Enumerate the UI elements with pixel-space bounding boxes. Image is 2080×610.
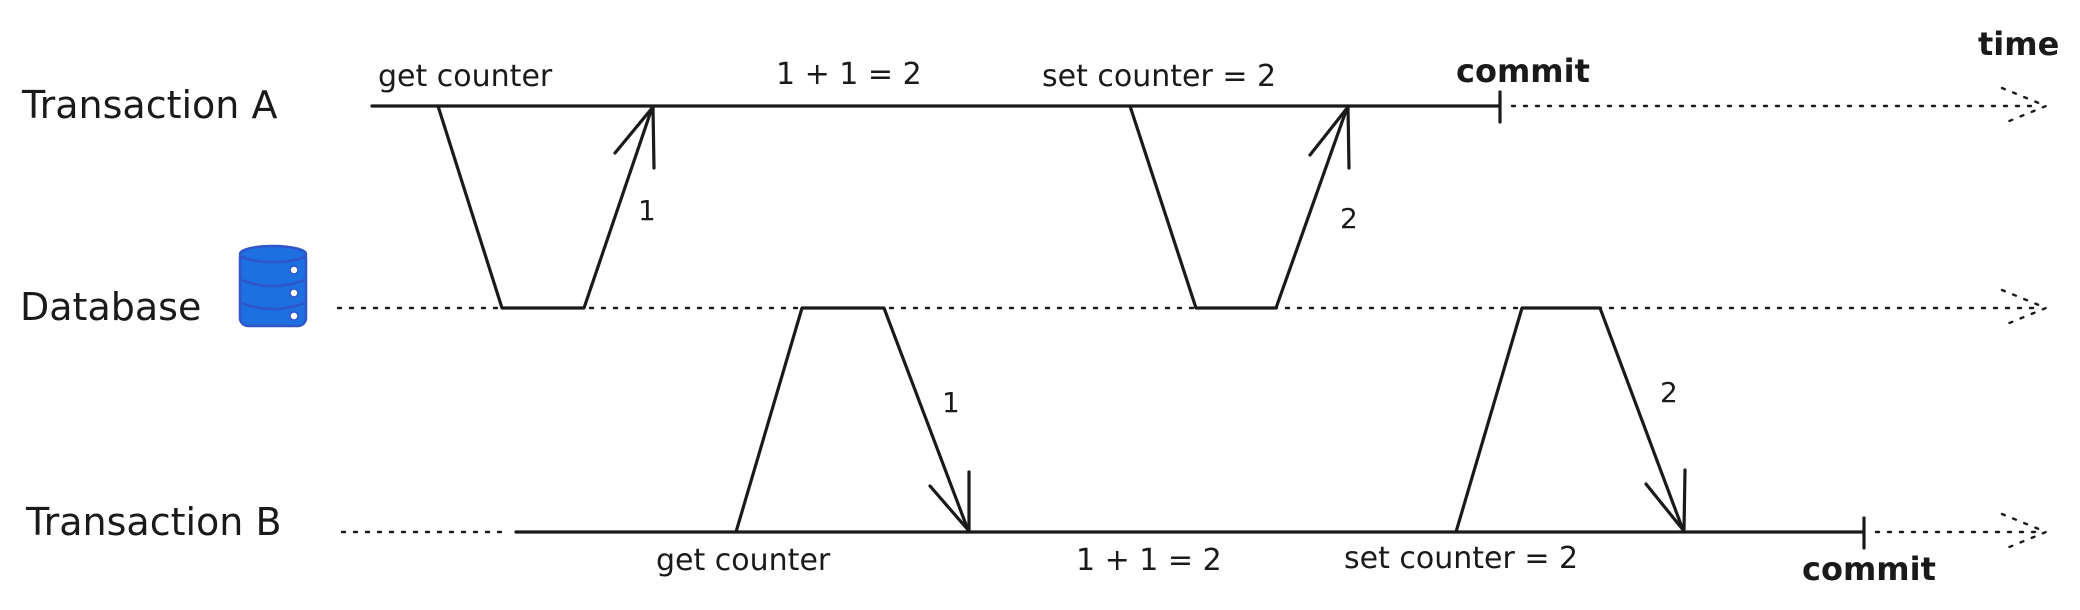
transaction-b-read-arrowhead: [928, 470, 971, 533]
transaction-b-write-trip: 2: [1454, 306, 1687, 534]
transaction-b-write-arrowhead: [1644, 468, 1687, 533]
transaction-b-get-label: get counter: [656, 543, 831, 578]
lane-label-transaction-b: Transaction B: [25, 500, 282, 544]
database-timeline: [336, 288, 2050, 328]
lane-label-database: Database: [20, 285, 201, 329]
transaction-a-write-path: [1128, 104, 1349, 310]
transaction-a-timeline: [370, 86, 2050, 126]
transaction-b-read-trip: 1: [734, 306, 971, 534]
transaction-a-set-label: set counter = 2: [1042, 59, 1276, 94]
transaction-b-commit-label: commit: [1802, 550, 1936, 588]
transaction-a-read-value: 1: [638, 194, 656, 227]
database-time-arrowhead: [2000, 288, 2050, 328]
transaction-b-read-path: [734, 306, 970, 534]
transaction-b-time-arrowhead: [2000, 512, 2050, 552]
transaction-a-get-label: get counter: [378, 59, 553, 94]
transaction-a-write-arrowhead: [1308, 105, 1351, 170]
database-icon: [238, 244, 308, 328]
transaction-a-time-arrowhead: [2000, 86, 2050, 126]
transaction-a-commit-label: commit: [1456, 52, 1590, 90]
transaction-a-compute-label: 1 + 1 = 2: [776, 57, 922, 92]
transaction-a-write-value: 2: [1340, 202, 1358, 235]
transaction-a-read-trip: 1: [436, 104, 656, 310]
transaction-b-write-value: 2: [1660, 376, 1678, 409]
lane-label-transaction-a: Transaction A: [21, 83, 277, 127]
transaction-a-read-path: [436, 104, 654, 310]
transaction-b-write-path: [1454, 306, 1685, 534]
transaction-a-read-arrowhead: [613, 105, 656, 170]
transaction-b-read-value: 1: [942, 386, 960, 419]
transaction-b-timeline: [340, 512, 2050, 552]
transaction-b-set-label: set counter = 2: [1344, 541, 1578, 576]
transaction-b-compute-label: 1 + 1 = 2: [1076, 543, 1222, 578]
transaction-a-write-trip: 2: [1128, 104, 1358, 310]
time-axis-label: time: [1978, 25, 2059, 63]
